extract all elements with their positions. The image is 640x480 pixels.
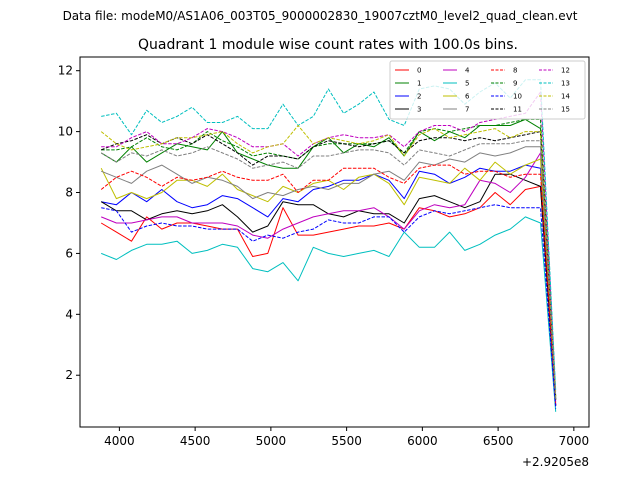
x-tick-label: 6500 — [483, 434, 514, 448]
series-line-0 — [100, 185, 557, 406]
y-tick-label: 6 — [65, 246, 73, 260]
y-tick-label: 12 — [58, 64, 73, 78]
series-line-5 — [101, 216, 557, 412]
y-axis: 2 4 6 8 10 12 — [58, 64, 80, 382]
legend-label: 5 — [465, 80, 469, 88]
y-tick-label: 8 — [65, 186, 73, 200]
series-line-7 — [101, 146, 557, 397]
x-tick-label: 4000 — [104, 434, 135, 448]
plot-frame — [79, 56, 590, 428]
legend-label: 11 — [513, 106, 522, 114]
series-line-1 — [100, 118, 557, 400]
series-line-9 — [101, 118, 557, 397]
x-tick-label: 5000 — [256, 434, 287, 448]
series-line-2 — [101, 164, 557, 406]
legend-label: 13 — [561, 80, 570, 88]
chart-title: Quadrant 1 module wise count rates with … — [138, 37, 518, 53]
legend-label: 6 — [465, 93, 470, 101]
series-layer — [100, 79, 557, 412]
y-tick-label: 2 — [65, 368, 73, 382]
legend-label: 15 — [561, 106, 570, 114]
series-line-15 — [100, 140, 557, 400]
legend-label: 12 — [561, 67, 570, 75]
legend-label: 0 — [417, 67, 421, 75]
x-offset-label: +2.9205e8 — [522, 455, 589, 469]
legend-label: 8 — [513, 67, 517, 75]
legend-label: 9 — [513, 80, 517, 88]
x-tick-label: 6000 — [407, 434, 438, 448]
series-line-8 — [100, 164, 557, 406]
legend-label: 4 — [465, 67, 470, 75]
x-tick-label: 5500 — [331, 434, 362, 448]
series-line-13 — [101, 79, 557, 391]
y-tick-label: 4 — [65, 307, 73, 321]
x-axis: 4000 4500 5000 5500 6000 6500 7000 — [104, 427, 589, 448]
x-tick-label: 4500 — [180, 434, 211, 448]
chart-suptitle: Data file: modeM0/AS1A06_003T05_90000028… — [63, 9, 578, 23]
series-line-4 — [101, 152, 557, 403]
legend-label: 14 — [561, 93, 570, 101]
series-line-3 — [100, 173, 557, 406]
legend-label: 2 — [417, 93, 421, 101]
legend-label: 1 — [417, 80, 421, 88]
y-tick-label: 10 — [58, 125, 73, 139]
legend-label: 3 — [417, 106, 421, 114]
series-line-10 — [101, 204, 557, 409]
x-tick-label: 7000 — [559, 434, 590, 448]
legend-label: 10 — [513, 93, 522, 101]
legend-label: 7 — [465, 106, 469, 114]
series-line-14 — [100, 125, 557, 397]
legend-box — [389, 60, 586, 120]
